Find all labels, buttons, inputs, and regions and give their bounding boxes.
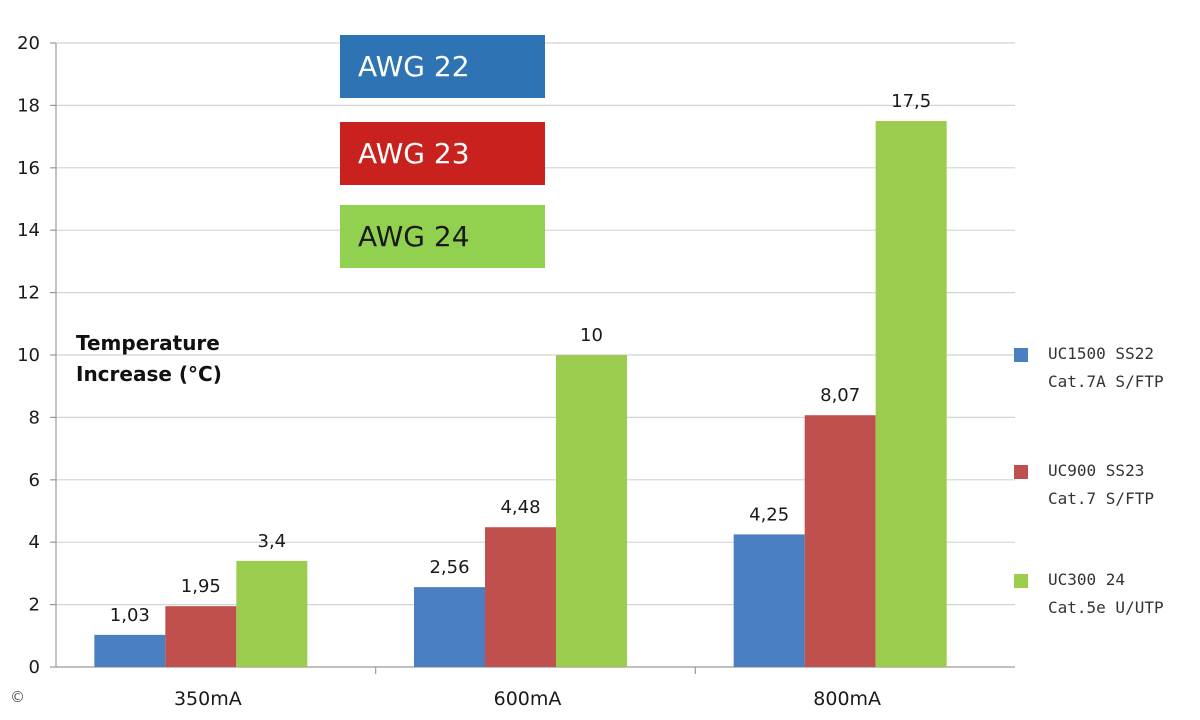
- bar: [485, 527, 556, 667]
- legend-line: Cat.7 S/FTP: [1048, 489, 1154, 508]
- y-tick-label: 16: [17, 158, 40, 179]
- awg-24-label-box: AWG 24: [340, 205, 545, 268]
- legend-line: Cat.5e U/UTP: [1048, 598, 1164, 617]
- y-tick-label: 18: [17, 95, 40, 116]
- data-label: 2,56: [429, 557, 469, 578]
- x-category-label: 800mA: [813, 688, 881, 710]
- data-label: 8,07: [820, 385, 860, 406]
- bar: [94, 634, 166, 667]
- awg-22-label-box: AWG 22: [340, 35, 545, 98]
- bar: [733, 534, 805, 667]
- y-tick-label: 4: [29, 532, 40, 553]
- bar: [875, 121, 947, 667]
- legend-text: UC900 SS23 Cat.7 S/FTP: [1048, 457, 1154, 513]
- bar: [804, 415, 876, 667]
- awg-24-label: AWG 24: [358, 220, 470, 253]
- bar: [165, 606, 237, 667]
- legend-line: UC900 SS23: [1048, 461, 1145, 480]
- data-label: 4,48: [500, 497, 540, 518]
- legend-swatch: [1014, 348, 1028, 362]
- y-axis-label-line: Increase (°C): [76, 362, 222, 386]
- legend-swatch: [1014, 465, 1028, 479]
- data-label: 1,95: [181, 576, 221, 597]
- y-axis-label-line: Temperature: [76, 331, 220, 355]
- legend-line: UC300 24: [1048, 570, 1126, 589]
- y-axis-label: Temperature Increase (°C): [76, 328, 222, 390]
- data-label: 1,03: [110, 605, 150, 626]
- legend-text: UC300 24 Cat.5e U/UTP: [1048, 566, 1164, 622]
- y-tick-label: 14: [17, 220, 40, 241]
- y-tick-label: 6: [29, 470, 40, 491]
- data-label: 17,5: [891, 91, 931, 112]
- y-tick-label: 12: [17, 283, 40, 304]
- awg-23-label-box: AWG 23: [340, 122, 545, 185]
- x-category-label: 350mA: [174, 688, 242, 710]
- awg-23-label: AWG 23: [358, 137, 470, 170]
- legend-swatch: [1014, 574, 1028, 588]
- y-tick-label: 0: [29, 657, 40, 678]
- copyright-symbol: ©: [10, 688, 25, 706]
- data-label: 3,4: [258, 531, 287, 552]
- y-tick-label: 20: [17, 33, 40, 54]
- y-tick-label: 8: [29, 407, 40, 428]
- x-category-label: 600mA: [494, 688, 562, 710]
- legend-line: UC1500 SS22: [1048, 344, 1154, 363]
- awg-22-label: AWG 22: [358, 50, 470, 83]
- legend-line: Cat.7A S/FTP: [1048, 372, 1164, 391]
- y-tick-label: 2: [29, 595, 40, 616]
- y-tick-label: 10: [17, 345, 40, 366]
- data-label: 4,25: [749, 504, 789, 525]
- data-label: 10: [580, 325, 603, 346]
- bar: [556, 355, 627, 667]
- bar: [414, 587, 485, 667]
- bar: [236, 560, 308, 667]
- legend-text: UC1500 SS22 Cat.7A S/FTP: [1048, 340, 1164, 396]
